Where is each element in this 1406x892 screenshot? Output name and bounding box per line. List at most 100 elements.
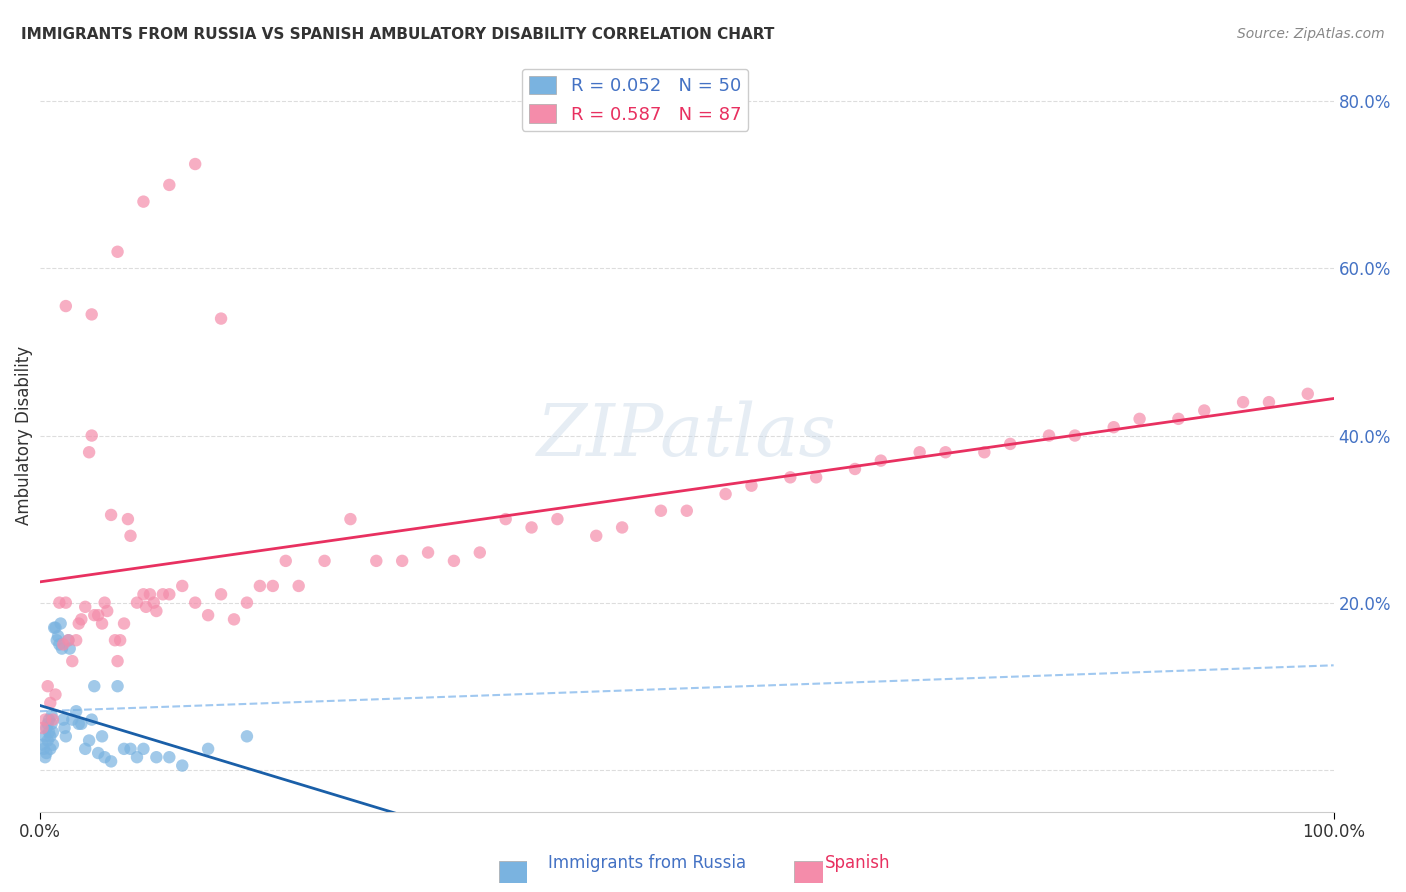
Point <box>112 616 135 631</box>
Point <box>53 721 76 735</box>
Point <box>908 445 931 459</box>
Point <box>520 520 543 534</box>
Point <box>1102 420 1125 434</box>
Point <box>44 621 66 635</box>
Point <box>59 641 82 656</box>
Point <box>236 729 259 743</box>
Point <box>51 641 73 656</box>
Point <box>172 579 194 593</box>
Text: ZIPatlas: ZIPatlas <box>537 401 837 471</box>
Point <box>142 596 165 610</box>
Point <box>48 596 70 610</box>
Point <box>108 633 131 648</box>
Point <box>107 654 129 668</box>
Text: Source: ZipAtlas.com: Source: ZipAtlas.com <box>1237 27 1385 41</box>
Point <box>1258 395 1281 409</box>
Point <box>132 587 155 601</box>
Point <box>107 244 129 259</box>
Point <box>1000 437 1022 451</box>
Point <box>39 696 62 710</box>
Point <box>132 742 155 756</box>
Point <box>48 637 70 651</box>
Point <box>1296 386 1319 401</box>
Point <box>75 742 97 756</box>
Point <box>125 750 148 764</box>
Point <box>934 445 956 459</box>
Point <box>70 612 93 626</box>
Point <box>91 616 114 631</box>
Point <box>31 738 53 752</box>
Point <box>55 299 77 313</box>
Point <box>274 554 297 568</box>
Point <box>145 750 167 764</box>
Point <box>391 554 413 568</box>
Point <box>46 629 69 643</box>
Point <box>416 545 439 559</box>
Point <box>184 157 207 171</box>
Point <box>65 633 87 648</box>
Point <box>80 713 103 727</box>
Point <box>104 633 127 648</box>
Point <box>495 512 517 526</box>
Point <box>209 587 232 601</box>
Point <box>197 742 219 756</box>
Point <box>39 729 62 743</box>
Point <box>44 688 66 702</box>
Point <box>37 716 59 731</box>
Point <box>157 178 180 192</box>
Point <box>157 750 180 764</box>
Text: Spanish: Spanish <box>825 855 890 872</box>
Point <box>1064 428 1087 442</box>
Point <box>157 587 180 601</box>
Point <box>41 708 63 723</box>
Point <box>1129 412 1152 426</box>
Point <box>443 554 465 568</box>
Point <box>132 194 155 209</box>
Point <box>468 545 491 559</box>
Point <box>91 729 114 743</box>
Point <box>65 704 87 718</box>
Point <box>249 579 271 593</box>
Text: Immigrants from Russia: Immigrants from Russia <box>548 855 745 872</box>
Point <box>139 587 162 601</box>
Text: IMMIGRANTS FROM RUSSIA VS SPANISH AMBULATORY DISABILITY CORRELATION CHART: IMMIGRANTS FROM RUSSIA VS SPANISH AMBULA… <box>21 27 775 42</box>
Point <box>145 604 167 618</box>
Point <box>75 599 97 614</box>
Point <box>83 608 105 623</box>
Point <box>120 529 142 543</box>
Point <box>49 616 72 631</box>
Point <box>339 512 361 526</box>
Point <box>650 504 672 518</box>
Point <box>1232 395 1254 409</box>
Point <box>55 729 77 743</box>
Point <box>32 742 55 756</box>
Point <box>35 721 58 735</box>
Point <box>38 713 60 727</box>
Point <box>107 679 129 693</box>
Point <box>93 750 115 764</box>
Y-axis label: Ambulatory Disability: Ambulatory Disability <box>15 346 32 525</box>
Point <box>100 755 122 769</box>
Point <box>60 654 83 668</box>
Point <box>37 733 59 747</box>
Point <box>117 512 139 526</box>
Point <box>34 729 56 743</box>
Point <box>287 579 309 593</box>
Point <box>34 713 56 727</box>
Point <box>44 621 66 635</box>
Point <box>77 445 100 459</box>
Point <box>120 742 142 756</box>
Point <box>209 311 232 326</box>
Point <box>67 616 90 631</box>
Point <box>779 470 801 484</box>
Point <box>45 633 67 648</box>
Point <box>58 633 80 648</box>
Point <box>80 428 103 442</box>
Point <box>67 716 90 731</box>
Point <box>58 633 80 648</box>
Point <box>31 721 53 735</box>
Point <box>42 738 65 752</box>
Point <box>172 758 194 772</box>
Point <box>52 637 75 651</box>
Point <box>236 596 259 610</box>
